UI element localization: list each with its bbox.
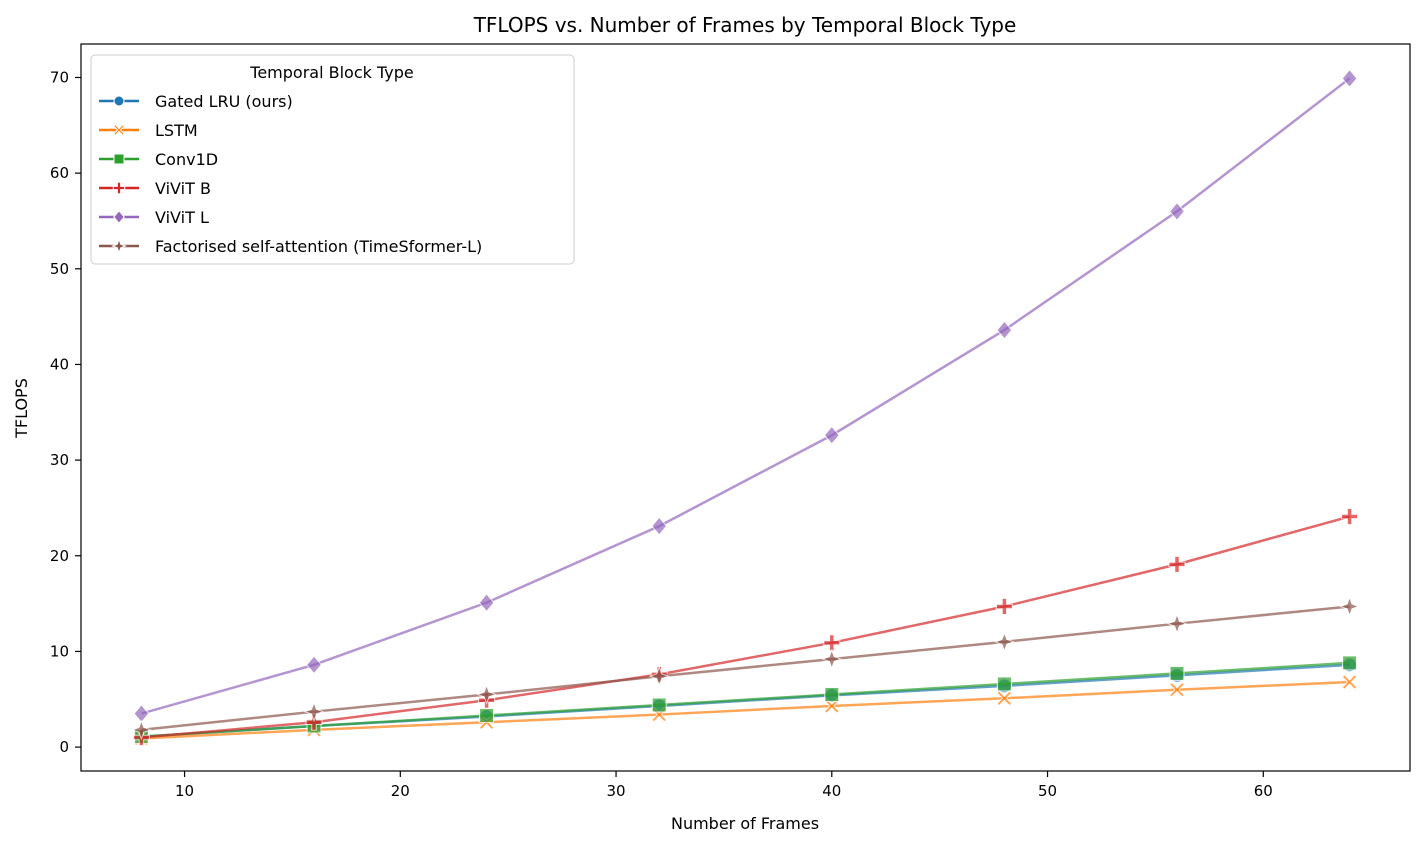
data-point: [1339, 595, 1361, 618]
plot-area: [130, 68, 1361, 747]
data-point: [1168, 555, 1186, 573]
series-line: [141, 605, 1350, 732]
legend-box: [90, 54, 575, 265]
series-line: [141, 77, 1351, 715]
data-point: [821, 648, 843, 670]
data-point: [1341, 673, 1358, 691]
data-point: [651, 697, 667, 713]
x-tick-label: 60: [1254, 782, 1273, 800]
legend-items: Gated LRU (ours) LSTM Conv1D ViViT B ViViT L…: [99, 92, 482, 256]
data-point: [476, 683, 498, 706]
legend: Temporal Block Type Gated LRU (ours) LSTM…: [90, 54, 575, 265]
legend-marker: [113, 95, 125, 107]
legend-marker: [113, 124, 125, 136]
series-3: [132, 508, 1359, 747]
x-axis-label: Number of Frames: [671, 814, 819, 833]
data-point: [996, 320, 1013, 340]
data-point: [479, 708, 495, 724]
legend-marker: [112, 181, 126, 195]
data-point: [1168, 201, 1185, 221]
data-point: [648, 665, 670, 687]
x-tick-label: 40: [822, 782, 841, 800]
x-tick-label: 20: [391, 782, 410, 800]
data-point: [303, 701, 325, 723]
y-tick-label: 0: [59, 738, 69, 756]
y-tick-label: 30: [50, 451, 69, 469]
legend-label: Factorised self-attention (TimeSformer-L…: [155, 237, 482, 256]
legend-label: ViViT B: [155, 179, 211, 198]
legend-title: Temporal Block Type: [249, 63, 413, 82]
legend-item: LSTM: [99, 121, 198, 140]
data-point: [1341, 508, 1359, 526]
legend-label: ViViT L: [155, 208, 209, 227]
chart-title: TFLOPS vs. Number of Frames by Temporal …: [473, 13, 1017, 37]
data-point: [1341, 68, 1358, 88]
data-point: [993, 631, 1015, 653]
series-5: [130, 595, 1361, 741]
y-tick-label: 70: [50, 68, 69, 86]
data-point: [824, 686, 840, 702]
series-line: [141, 515, 1350, 739]
data-point: [1168, 681, 1186, 698]
legend-label: Conv1D: [155, 150, 218, 169]
data-point: [478, 593, 495, 613]
data-point: [995, 597, 1013, 616]
data-point: [996, 690, 1013, 707]
legend-item: Gated LRU (ours): [99, 92, 293, 111]
legend-item: Factorised self-attention (TimeSformer-L…: [99, 237, 482, 256]
y-tick-label: 60: [50, 164, 69, 182]
legend-marker: [113, 153, 125, 165]
legend-label: Gated LRU (ours): [155, 92, 293, 111]
data-point: [823, 634, 841, 652]
series-line: [141, 680, 1350, 740]
y-tick-label: 40: [50, 355, 69, 373]
axes: 10 20 30 40 50 60 0 10 20 30 40 50 60 70: [50, 68, 1273, 800]
data-point: [651, 516, 668, 536]
legend-marker: [113, 209, 125, 225]
x-tick-label: 50: [1038, 782, 1057, 800]
legend-item: Conv1D: [99, 150, 218, 169]
y-tick-label: 50: [50, 260, 69, 278]
x-tick-label: 30: [607, 782, 626, 800]
y-tick-label: 20: [50, 547, 69, 565]
data-point: [1342, 655, 1358, 671]
data-point: [306, 655, 323, 675]
series-4: [133, 68, 1358, 724]
y-tick-label: 10: [50, 642, 69, 660]
legend-label: LSTM: [155, 121, 198, 140]
data-point: [1169, 665, 1185, 681]
legend-item: ViViT B: [99, 179, 211, 198]
x-tick-label: 10: [175, 782, 194, 800]
data-point: [1166, 613, 1188, 635]
y-axis-label: TFLOPS: [12, 378, 31, 439]
legend-item: ViViT L: [99, 208, 209, 227]
plot-frame: [80, 43, 1411, 772]
data-point: [823, 697, 840, 715]
legend-marker: [111, 238, 127, 254]
data-point: [823, 425, 840, 445]
data-point: [130, 719, 152, 741]
series-line: [141, 661, 1350, 738]
data-point: [996, 676, 1012, 692]
